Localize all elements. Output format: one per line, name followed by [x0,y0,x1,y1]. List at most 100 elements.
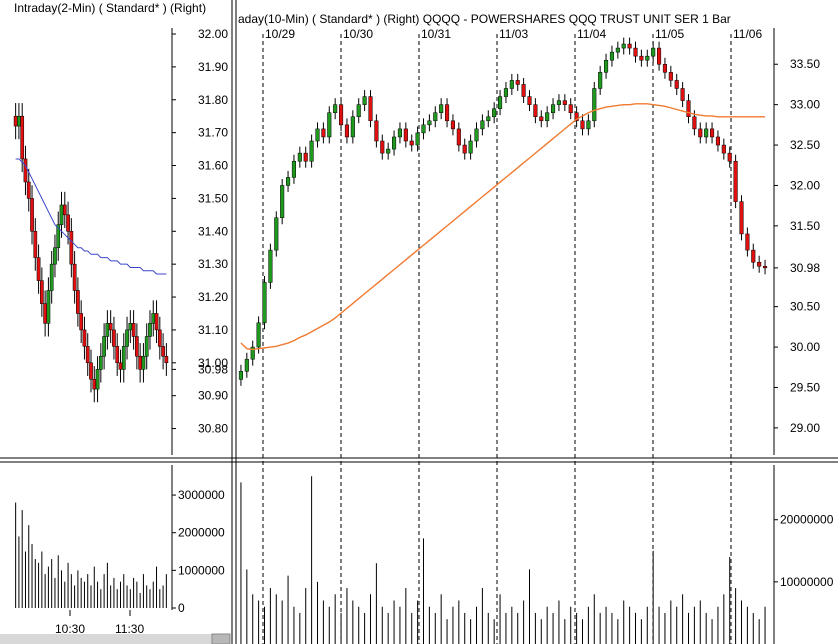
left-price-tick-label: 31.40 [198,224,228,238]
right-candle-body [321,128,326,138]
right-price-tick-label: 30.98 [790,261,820,275]
left-candle-body [98,355,103,370]
right-candle-body [474,128,479,142]
left-candle-body [112,329,116,347]
date-label: 10/29 [265,27,295,41]
right-candle-body [250,346,255,360]
right-candle-body [445,104,450,122]
right-candle-body [721,144,726,154]
right-candle-body [333,104,338,113]
left-candle-body [20,115,25,160]
right-candle-body [533,104,538,118]
right-candle-body [421,124,426,134]
left-candle-body [148,323,152,337]
left-candle-body [76,290,80,314]
date-label: 11/03 [499,27,528,41]
left-price-tick-label: 31.20 [198,290,228,304]
right-candle-body [674,80,679,89]
left-price-tick-label: 31.70 [198,126,228,140]
right-candle-body [303,152,308,162]
right-candle-body [503,88,508,97]
left-candle-body [69,231,74,265]
right-candle-body [757,261,762,267]
right-candle-body [745,233,750,251]
left-candle-body [53,247,57,265]
right-candle-body [592,88,597,122]
left-candle-body [56,224,61,248]
left-candle-body [82,329,87,347]
left-candle-body [72,263,77,291]
left-candle-body [118,362,123,370]
right-candle-body [645,55,650,61]
right-candle-body [450,120,455,130]
right-candle-body [698,128,703,138]
right-candle-body [486,116,491,122]
right-candle-body [415,132,420,146]
right-candle-body [692,116,697,130]
left-volume-tick-label: 0 [178,601,185,615]
right-candle-body [633,47,638,57]
right-price-tick-label: 30.50 [790,300,820,314]
right-candle-body [539,116,544,122]
right-moving-average [240,103,766,351]
right-candle-body [662,63,667,73]
left-price-ticks: 32.00 31.90 31.80 31.70 31.60 31.50 31.40 31.30… [172,27,228,436]
right-candle-body [409,140,414,146]
right-candle-body [374,120,379,142]
right-candle-body [286,177,291,186]
right-candle-body [668,72,673,81]
right-candle-body [291,160,296,178]
right-candle-body [615,47,620,53]
left-time-labels: 10:30 11:30 [55,610,144,636]
right-candle-body [751,249,756,263]
left-candle-body [40,280,44,304]
right-price-tick-label: 30.00 [790,340,820,354]
date-label: 11/06 [733,27,762,41]
right-candle-body [350,116,355,138]
right-candle-body [580,120,585,130]
session-dividers [262,34,732,644]
left-price-tick-label: 31.90 [198,60,228,74]
right-candle-body [280,185,285,219]
right-candle-body [545,112,550,122]
left-scrollbar[interactable] [0,634,230,644]
left-candle-body [121,346,126,370]
right-candle-body [315,128,320,142]
right-candle-body [344,124,349,138]
right-price-tick-label: 33.00 [790,98,820,112]
left-candle-body [46,290,51,324]
right-candle-body [686,100,691,118]
right-candle-body [704,128,709,138]
date-label: 11/05 [655,27,684,41]
right-candle-body [462,144,467,154]
right-candle-body [238,371,243,380]
left-candle-body [62,204,67,216]
left-candle-body [13,115,18,127]
left-price-tick-label: 30.98 [198,362,228,376]
left-candle-body [161,346,165,357]
left-candle-body [154,313,159,331]
right-candle-body [627,43,632,49]
left-candle-body [102,336,106,357]
right-volume-bars [240,476,766,644]
left-candle-body [95,369,100,390]
right-candle-body [309,140,314,162]
right-candle-body [586,120,591,130]
right-candle-body [556,100,561,105]
left-candle-body [49,263,54,291]
right-candle-body [380,140,385,154]
left-candle-body [43,303,47,324]
left-scroll-arrow[interactable] [211,633,231,644]
left-candle-body [157,329,162,347]
left-candle-body [135,336,139,357]
date-label: 10/30 [343,27,373,41]
date-label: 10/31 [421,27,451,41]
left-candle-body [26,181,31,199]
left-panel-header: Intraday(2-Min) ( Standard* ) (Right) [14,1,206,15]
right-candle-body [268,249,273,283]
right-candle-body [657,47,662,65]
left-candle-body [108,323,113,331]
right-candle-body [598,72,603,89]
